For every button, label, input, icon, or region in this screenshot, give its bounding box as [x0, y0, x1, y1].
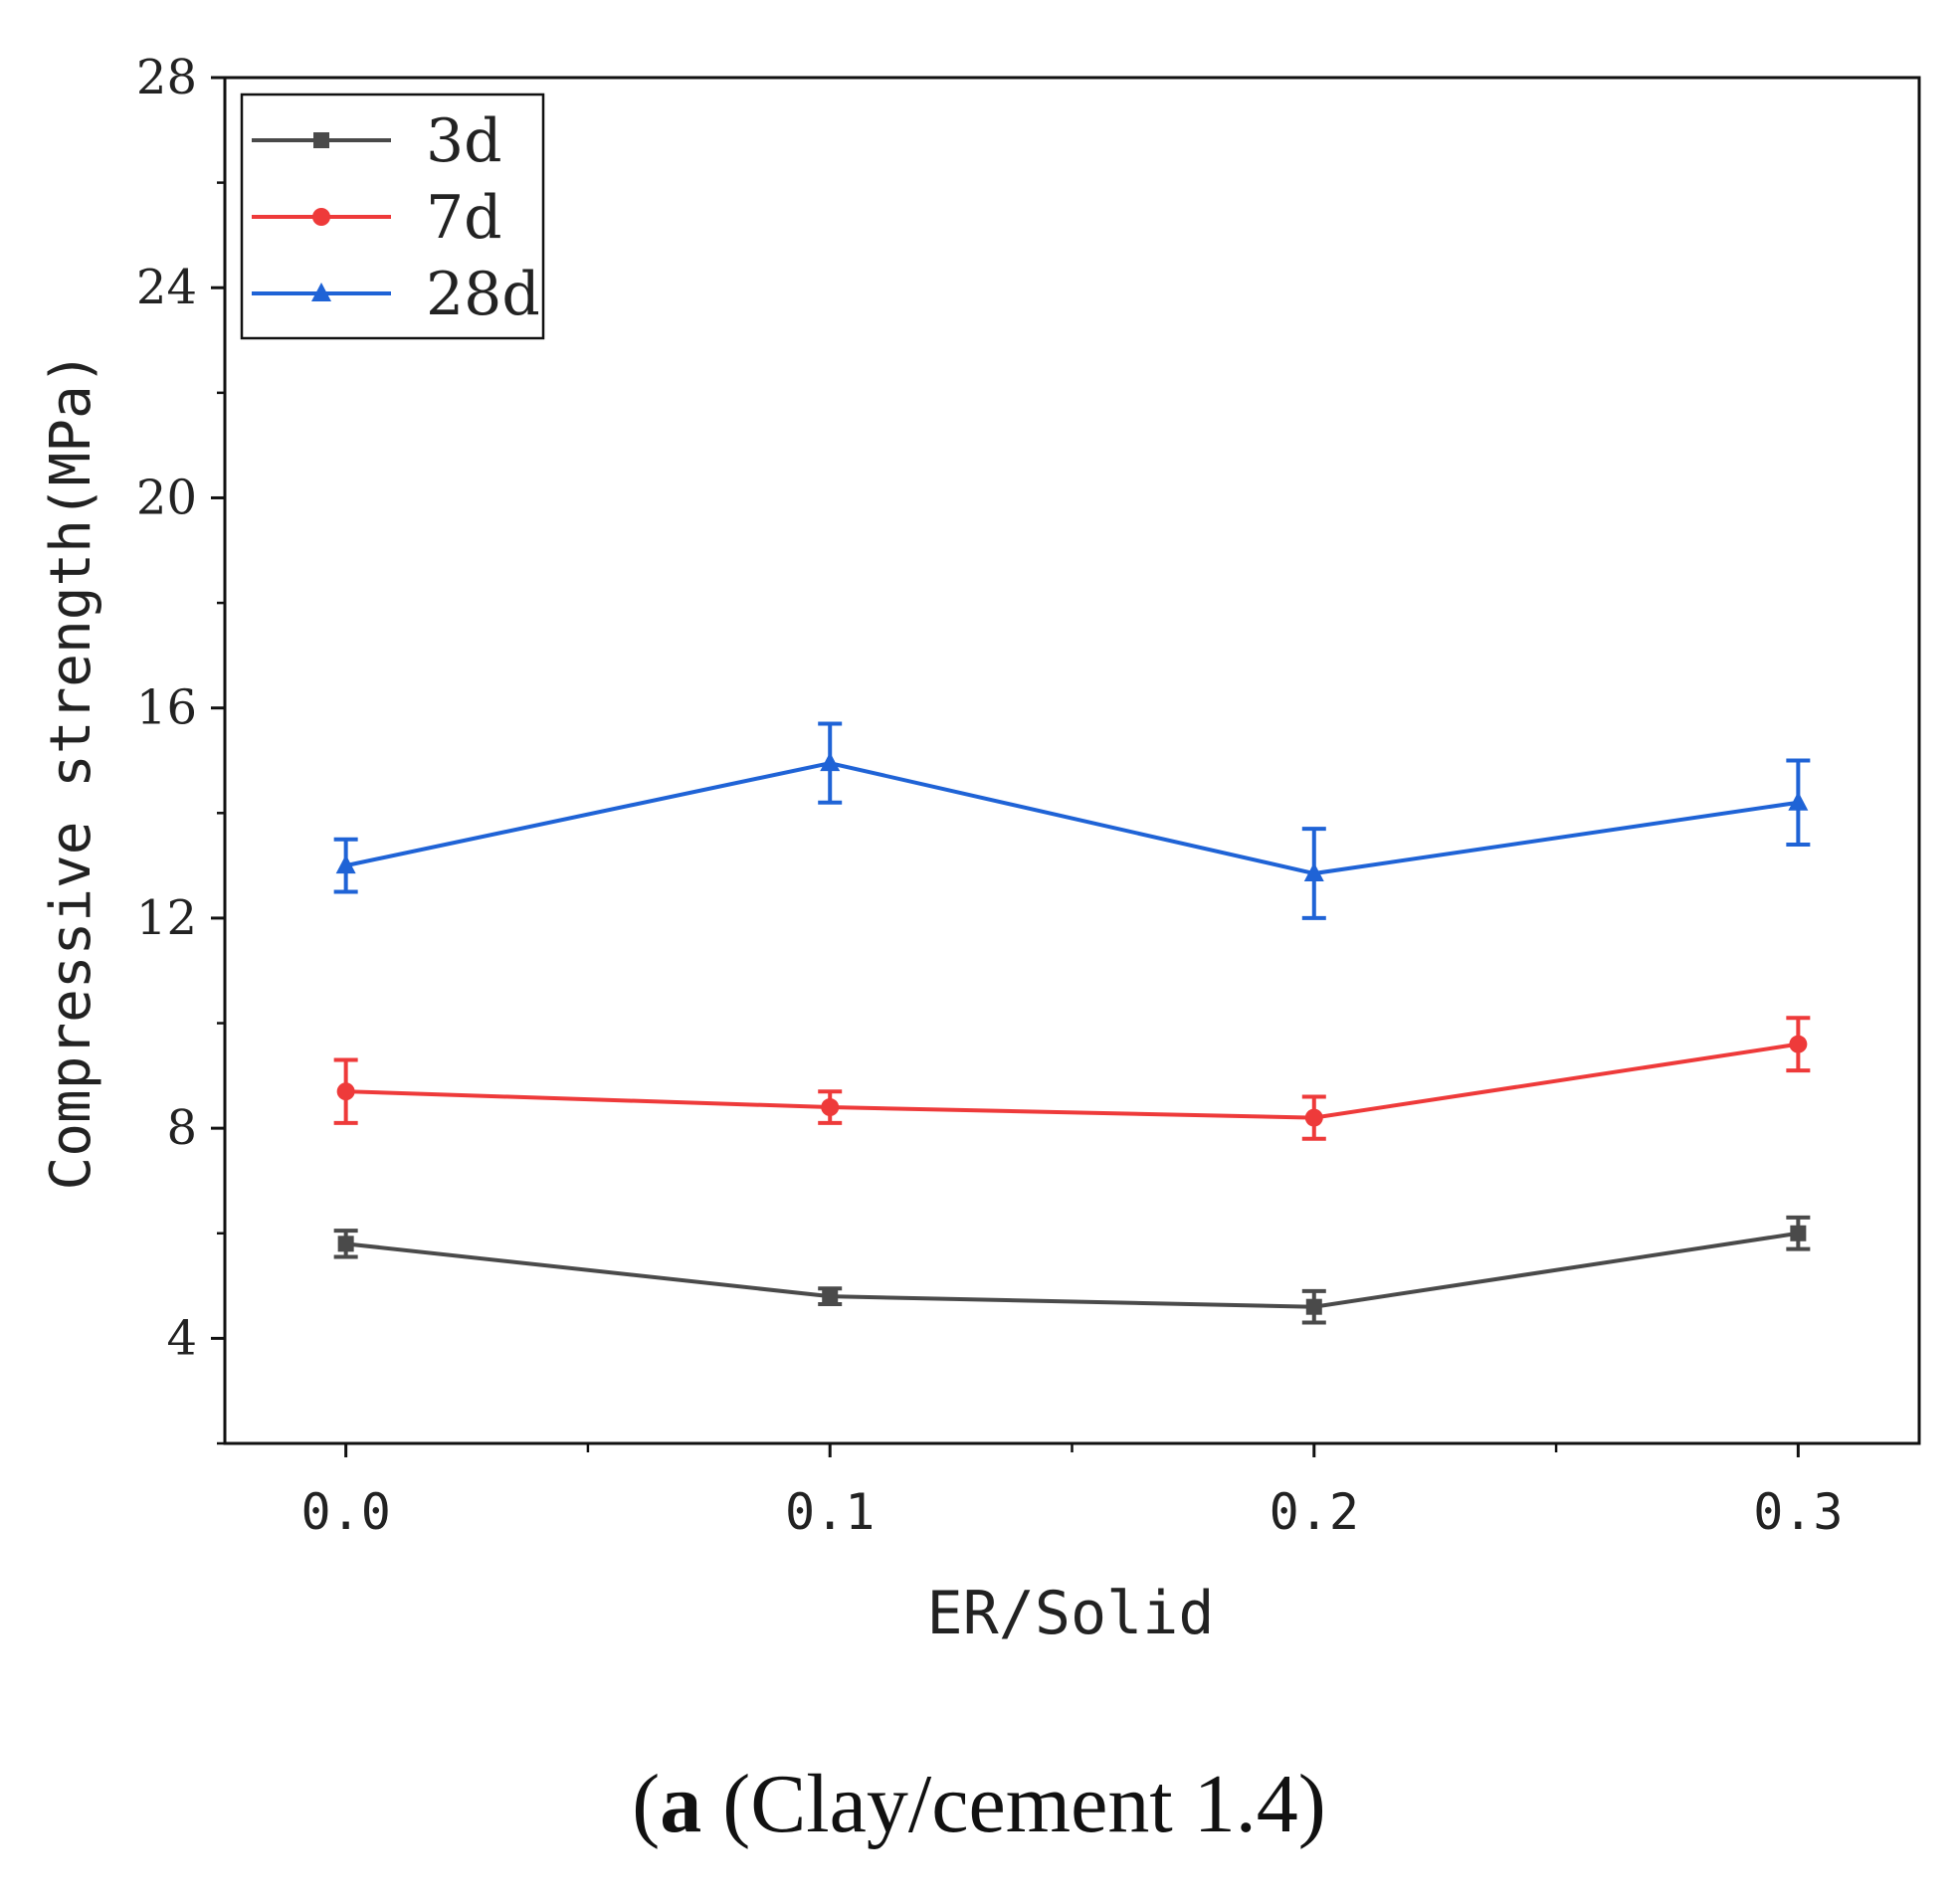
data-point-3d	[337, 1236, 354, 1252]
data-point-3d	[1305, 1298, 1322, 1315]
legend-marker-28d	[311, 283, 331, 301]
y-axis-title: Compressive strength(MPa)	[39, 352, 103, 1191]
series-28d	[333, 721, 1811, 920]
caption-text: (Clay/cement 1.4)	[701, 1758, 1326, 1850]
data-point-7d	[1304, 1108, 1323, 1127]
y-tick-label: 20	[136, 470, 197, 525]
figure-caption: (a (Clay/cement 1.4)	[632, 1758, 1326, 1850]
data-point-28d	[1788, 791, 1809, 811]
data-point-28d	[335, 855, 356, 874]
series-3d	[333, 1215, 1811, 1325]
data-point-3d	[822, 1288, 839, 1305]
y-tick-label: 12	[136, 890, 197, 946]
data-point-28d	[1303, 862, 1324, 882]
series-line-7d	[345, 1042, 1799, 1120]
y-tick-label: 4	[166, 1310, 197, 1366]
y-tick-label: 8	[166, 1100, 197, 1156]
data-point-7d	[1789, 1035, 1808, 1053]
y-tick-label: 24	[136, 260, 197, 315]
legend-marker-7d	[312, 208, 330, 226]
y-tick-label: 16	[136, 680, 197, 736]
data-point-7d	[821, 1098, 840, 1117]
legend-label-3d: 3d	[426, 106, 502, 176]
x-tick-label: 0.2	[1270, 1483, 1359, 1541]
data-point-28d	[820, 752, 841, 772]
legend-label-28d: 28d	[426, 260, 540, 329]
data-point-7d	[336, 1082, 355, 1101]
x-tick-label: 0.1	[785, 1483, 875, 1541]
caption-label: a	[660, 1758, 702, 1850]
legend-label-7d: 7d	[426, 183, 502, 253]
x-tick-label: 0.0	[300, 1483, 390, 1541]
x-axis-title: ER/Solid	[927, 1579, 1215, 1648]
series-line-28d	[345, 761, 1799, 876]
legend-marker-3d	[313, 132, 329, 148]
y-tick-label: 28	[136, 50, 197, 105]
series-7d	[333, 1016, 1811, 1141]
axis-ticks: 4 8 12 16 20 24 28 0.0 0.1 0.2 0.3	[136, 50, 1844, 1541]
x-tick-label: 0.3	[1753, 1483, 1843, 1541]
series-line-3d	[345, 1231, 1799, 1309]
series-layer	[333, 721, 1811, 1325]
data-point-3d	[1790, 1225, 1807, 1241]
